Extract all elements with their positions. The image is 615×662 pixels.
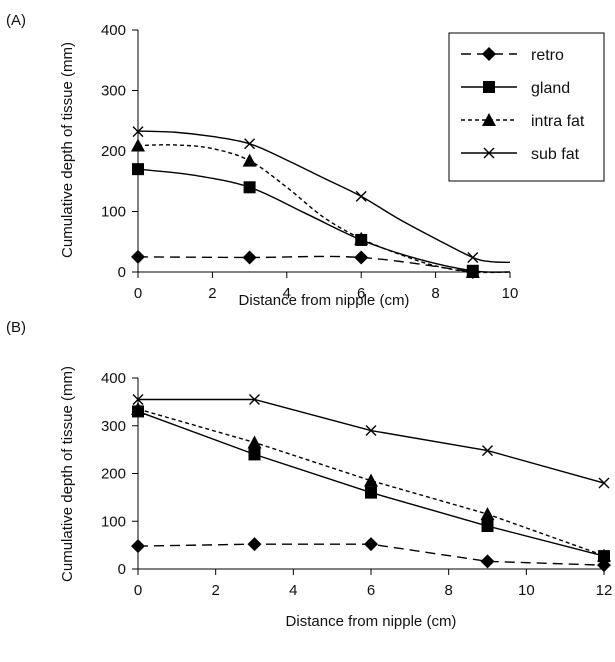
data-point: [465, 265, 480, 278]
data-point: [132, 163, 144, 176]
y-axis-label: Cumulative depth of tissue (mm): [59, 366, 76, 582]
y-tick-label: 100: [101, 513, 126, 530]
data-point: [131, 138, 145, 152]
legend-label: intra fat: [531, 113, 585, 130]
x-tick-label: 10: [502, 285, 519, 302]
x-tick-label: 2: [211, 582, 219, 599]
series-line: [138, 398, 605, 484]
series-line: [137, 408, 605, 557]
data-point: [364, 473, 378, 487]
x-tick-label: 4: [289, 582, 297, 599]
data-point: [480, 507, 495, 521]
data-point: [364, 537, 378, 552]
data-point: [244, 138, 256, 150]
series-retro: [131, 537, 611, 573]
chart-panel-b: (B) 0 100 200 300 400 0 2 4 6 8 10 12 Distance from n…: [6, 319, 612, 630]
data-point: [242, 250, 257, 265]
legend-marker: [483, 81, 495, 93]
legend-marker: [482, 47, 496, 61]
y-tick-label: 100: [101, 204, 126, 221]
y-tick-label: 300: [101, 83, 126, 100]
legend-label: gland: [531, 80, 570, 97]
x-tick-label: 6: [357, 285, 365, 302]
data-point: [242, 153, 257, 167]
data-point: [131, 539, 145, 554]
data-point: [354, 231, 369, 245]
x-tick-label: 6: [367, 582, 375, 599]
data-point: [482, 445, 493, 457]
data-point: [247, 537, 262, 552]
x-tick-label: 0: [134, 285, 142, 302]
x-tick-label: 12: [596, 582, 613, 599]
legend: retro gland intra fat sub fat: [448, 32, 605, 182]
data-point: [354, 250, 369, 265]
data-point: [249, 393, 260, 405]
data-point: [467, 251, 479, 263]
data-point: [355, 190, 367, 202]
y-tick-label: 200: [101, 143, 126, 160]
chart-panel-a: (A) 0 100 200 300 400 0 2 4 6 8 10 Distance from nip…: [6, 12, 605, 309]
series-sub-fat: [132, 393, 610, 489]
panel-label: (A): [6, 12, 26, 29]
x-axis-label: Distance from nipple (cm): [286, 613, 457, 630]
data-point: [248, 448, 261, 461]
data-point: [132, 393, 144, 405]
x-tick-label: 0: [134, 582, 142, 599]
data-point: [243, 181, 256, 194]
x-tick-label: 8: [444, 582, 452, 599]
y-tick-label: 400: [101, 22, 126, 39]
panel-label: (B): [6, 319, 26, 336]
y-axis-label: Cumulative depth of tissue (mm): [59, 42, 76, 258]
data-point: [365, 486, 377, 499]
y-tick-label: 0: [118, 264, 126, 281]
legend-label: sub fat: [531, 146, 580, 163]
data-point: [131, 249, 145, 264]
data-point: [480, 554, 495, 569]
data-point: [365, 425, 377, 437]
y-tick-label: 200: [101, 466, 126, 483]
series-intra-fat: [131, 138, 511, 278]
x-axis-label: Distance from nipple (cm): [239, 292, 410, 309]
x-tick-label: 8: [431, 285, 439, 302]
series-line: [137, 144, 511, 274]
legend-marker: [483, 147, 495, 159]
data-point: [132, 126, 144, 138]
x-tick-label: 2: [208, 285, 216, 302]
data-point: [598, 477, 610, 489]
x-tick-label: 4: [283, 285, 291, 302]
legend-label: retro: [531, 47, 564, 64]
data-point: [131, 402, 145, 416]
series-line: [137, 130, 511, 264]
y-tick-label: 0: [118, 561, 126, 578]
y-tick-label: 400: [101, 370, 126, 387]
series-sub-fat: [132, 126, 511, 264]
y-tick-label: 300: [101, 418, 126, 435]
data-point: [597, 548, 611, 562]
series-retro: [131, 249, 480, 279]
data-point: [247, 435, 262, 449]
series-line: [137, 255, 473, 273]
legend-marker: [482, 113, 496, 126]
series-intra-fat: [131, 402, 611, 562]
data-point: [481, 520, 494, 533]
legend-box: [448, 32, 605, 182]
x-tick-label: 10: [518, 582, 535, 599]
